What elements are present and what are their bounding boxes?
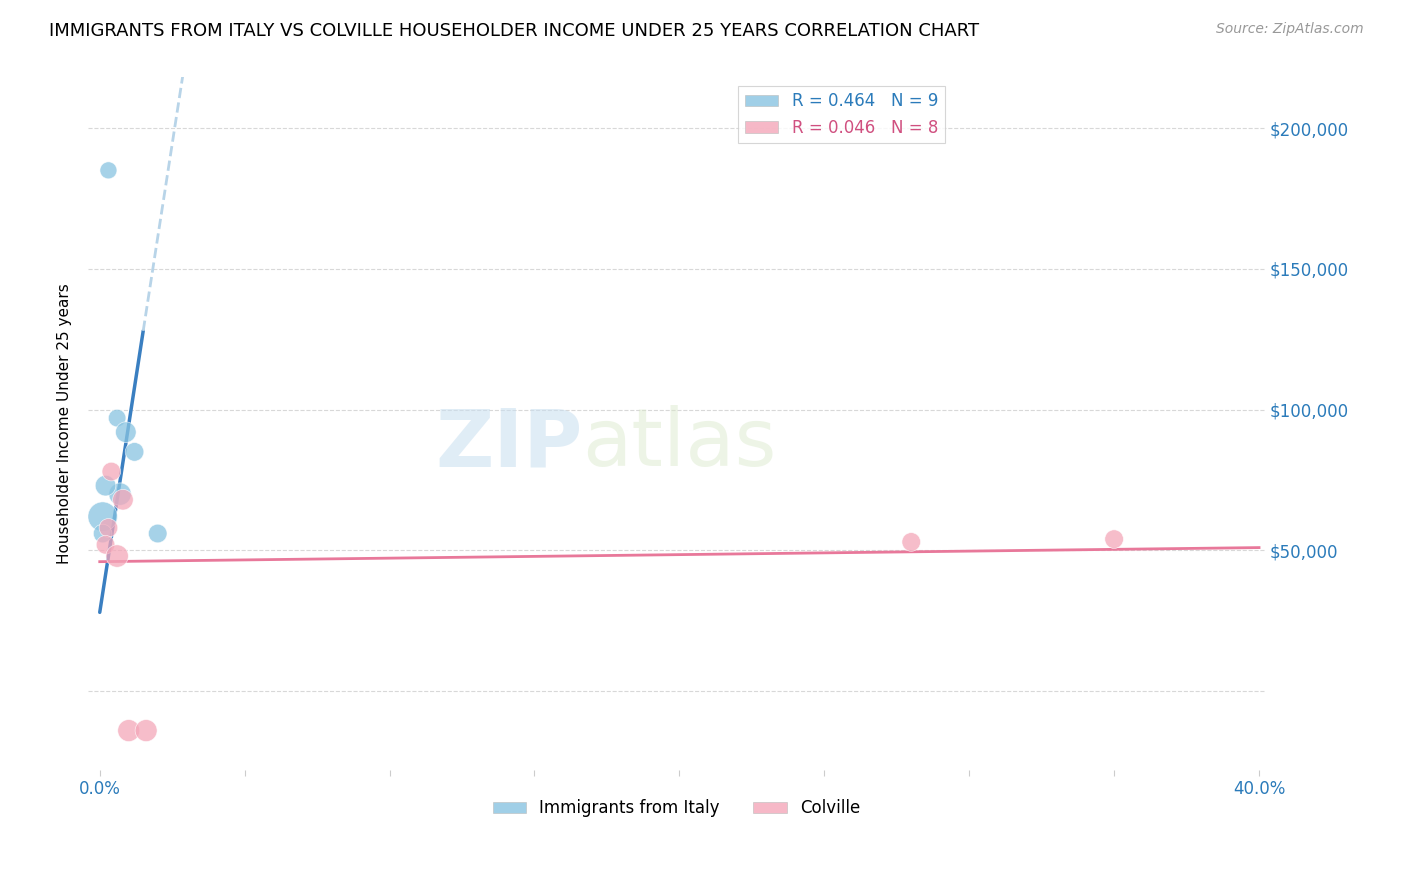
Text: atlas: atlas bbox=[582, 406, 776, 483]
Point bbox=[100, 465, 122, 479]
Point bbox=[1102, 532, 1125, 546]
Text: Source: ZipAtlas.com: Source: ZipAtlas.com bbox=[1216, 22, 1364, 37]
Point bbox=[91, 509, 114, 524]
Legend: Immigrants from Italy, Colville: Immigrants from Italy, Colville bbox=[486, 793, 868, 824]
Point bbox=[111, 492, 134, 507]
Point bbox=[97, 163, 120, 178]
Point bbox=[124, 445, 146, 459]
Point bbox=[94, 478, 117, 492]
Y-axis label: Householder Income Under 25 years: Householder Income Under 25 years bbox=[58, 284, 72, 564]
Point bbox=[135, 723, 157, 738]
Point bbox=[900, 535, 922, 549]
Point bbox=[105, 411, 128, 425]
Point bbox=[114, 425, 136, 439]
Point bbox=[94, 538, 117, 552]
Point bbox=[91, 526, 114, 541]
Point bbox=[118, 723, 141, 738]
Text: IMMIGRANTS FROM ITALY VS COLVILLE HOUSEHOLDER INCOME UNDER 25 YEARS CORRELATION : IMMIGRANTS FROM ITALY VS COLVILLE HOUSEH… bbox=[49, 22, 980, 40]
Point bbox=[146, 526, 169, 541]
Text: ZIP: ZIP bbox=[434, 406, 582, 483]
Point bbox=[108, 487, 131, 501]
Point bbox=[105, 549, 128, 563]
Point bbox=[97, 521, 120, 535]
